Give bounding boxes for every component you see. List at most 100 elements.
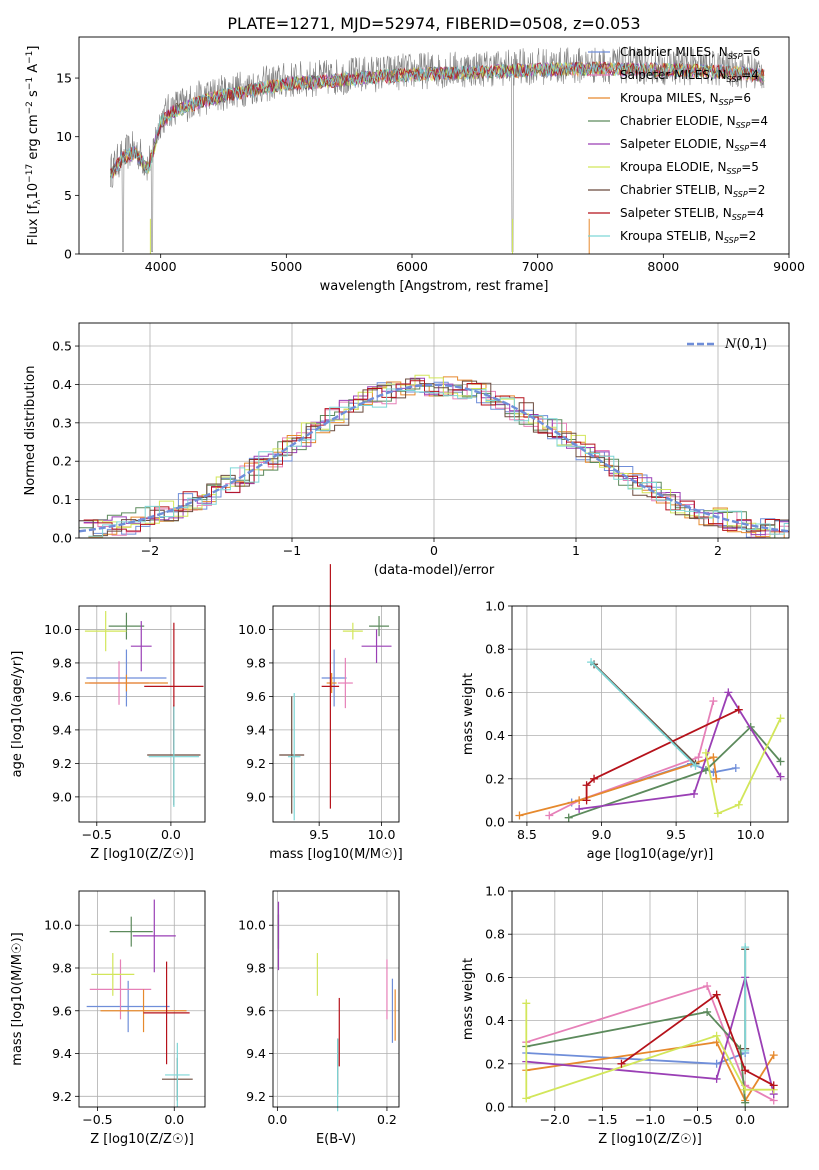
x-tick-label: 0 [430,543,438,558]
series-marker [712,1059,721,1068]
legend-label: Salpeter MILES, NSSP=4 [620,68,759,84]
mass-vs-z-panel: −0.5 0.0 9.2 9.4 9.6 9.8 10.0 Z [log10(Z/Z☉)] ma… [10,890,206,1147]
x-tick-label: 5000 [270,259,302,274]
y-tick-label: 0.6 [485,970,505,985]
y-tick-label: 9.2 [52,756,72,771]
y-tick-label: 9.2 [246,756,266,771]
y-tick-label: 0.3 [52,415,72,430]
y-axis-label: Flux [fλ10−17 erg cm−2 s−1 A−1] [25,46,43,246]
y-tick-label: 9.4 [246,1046,266,1061]
axes-frame [511,605,789,823]
legend-subscript: SSP [719,98,734,107]
age-vs-mass-panel: 9.5 10.0 9.0 9.2 9.4 9.6 9.8 10.0 mass [log10(M/… [238,564,403,862]
x-axis-label: Z [log10(Z/Z☉)] [598,1132,702,1147]
x-axis-label: age [log10(age/yr)] [587,847,714,862]
legend-label: Chabrier ELODIE, NSSP=4 [620,114,768,130]
legend-label: Chabrier STELIB, NSSP=2 [620,183,765,199]
y-tick-label: 0.0 [52,531,72,546]
x-tick-label: −1 [283,543,301,558]
x-tick-label: −2 [141,543,159,558]
series-marker [701,748,710,757]
y-axis-label-part: −2 [25,101,35,114]
legend-value: =4 [749,137,767,151]
series-marker [590,774,599,783]
series-marker [575,796,584,805]
y-tick-label: 9.8 [52,960,72,975]
y-axis-label-part: s [26,90,41,101]
x-tick-label: 0.0 [161,827,181,842]
histogram-step [83,380,789,533]
y-tick-label: 0 [64,247,72,262]
legend-value: =2 [748,183,766,197]
legend-label: Salpeter ELODIE, NSSP=4 [620,137,767,153]
series-marker [703,1007,712,1016]
axes-frame [78,36,790,255]
y-axis-label: Normed distribution [23,366,38,496]
y-tick-label: 9.8 [52,655,72,670]
histogram-step [88,374,789,539]
x-tick-label: 9.0 [592,827,612,842]
axes-frame [78,322,790,539]
x-axis-label: Z [log10(Z/Z☉)] [90,847,194,862]
y-axis-label: age [log10(age/yr)] [10,651,25,778]
y-axis-label: mass [log10(M/M☉)] [10,932,25,1065]
series-marker [545,811,554,820]
legend-label: Kroupa ELODIE, NSSP=5 [620,160,759,176]
x-tick-label: −1.5 [587,1112,617,1127]
y-axis-label-part: 10 [26,183,41,200]
series-marker [712,990,721,999]
histogram-step [88,376,789,539]
series-marker [690,789,699,798]
y-tick-label: 9.6 [246,1003,266,1018]
series-marker [703,982,712,991]
series-marker [734,705,743,714]
y-tick-label: 9.8 [246,655,266,670]
x-tick-label: 0.0 [735,1112,755,1127]
series-line [526,984,775,1102]
series-marker [741,1098,750,1107]
y-tick-label: 9.4 [52,722,72,737]
y-tick-label: 9.2 [52,1089,72,1104]
x-tick-label: 8.5 [517,827,537,842]
y-axis-label: mass weight [461,673,476,755]
y-axis-label-part: A [26,64,41,77]
legend-subscript: SSP [736,121,751,130]
legend-subscript: SSP [728,52,743,61]
y-tick-label: 9.0 [52,789,72,804]
legend-label: Salpeter STELIB, NSSP=4 [620,206,764,222]
y-tick-label: 9.6 [246,689,266,704]
x-tick-label: −2.0 [540,1112,570,1127]
x-tick-label: 9.5 [309,827,329,842]
series-marker [691,761,700,770]
y-tick-label: 10.0 [44,622,72,637]
series-marker [522,999,531,1008]
legend-subscript: SSP [724,236,739,245]
series-marker [769,1081,778,1090]
massweight-vs-z-panel: −2.0 −1.5 −1.0 −0.5 0.0 0.0 0.2 0.4 0.6 0.8 1.0 Z [… [461,884,789,1147]
x-tick-label: 9.5 [666,827,686,842]
series-marker [564,813,573,822]
legend-label: Chabrier MILES, NSSP=6 [620,45,760,61]
age-vs-z-panel: −0.5 0.0 9.0 9.2 9.4 9.6 9.8 10.0 Z [log10(Z/Z☉)… [10,605,206,862]
axes-frame [78,605,206,823]
x-tick-label: 2 [714,543,722,558]
y-axis-label-part: ] [26,46,41,51]
x-tick-label: −0.5 [82,1112,112,1127]
model-spectrum-line [110,61,765,179]
x-tick-label: 4000 [145,259,177,274]
series-marker [741,1085,750,1094]
legend-subscript: SSP [727,75,742,84]
series-marker [582,796,591,805]
series-line [526,1011,747,1103]
legend-args: (0,1) [736,337,767,352]
legend-label: Kroupa STELIB, NSSP=2 [620,229,756,245]
x-axis-label: E(B-V) [316,1132,356,1147]
legend-value: =4 [746,206,764,220]
series-line [548,700,715,817]
series-line [620,993,775,1087]
x-tick-label: 10.0 [368,827,396,842]
massweight-vs-age-panel: 8.5 9.0 9.5 10.0 0.0 0.2 0.4 0.6 0.8 1.0 age [log1… [461,599,789,862]
axes-frame [511,890,789,1108]
x-tick-label: 9000 [773,259,805,274]
